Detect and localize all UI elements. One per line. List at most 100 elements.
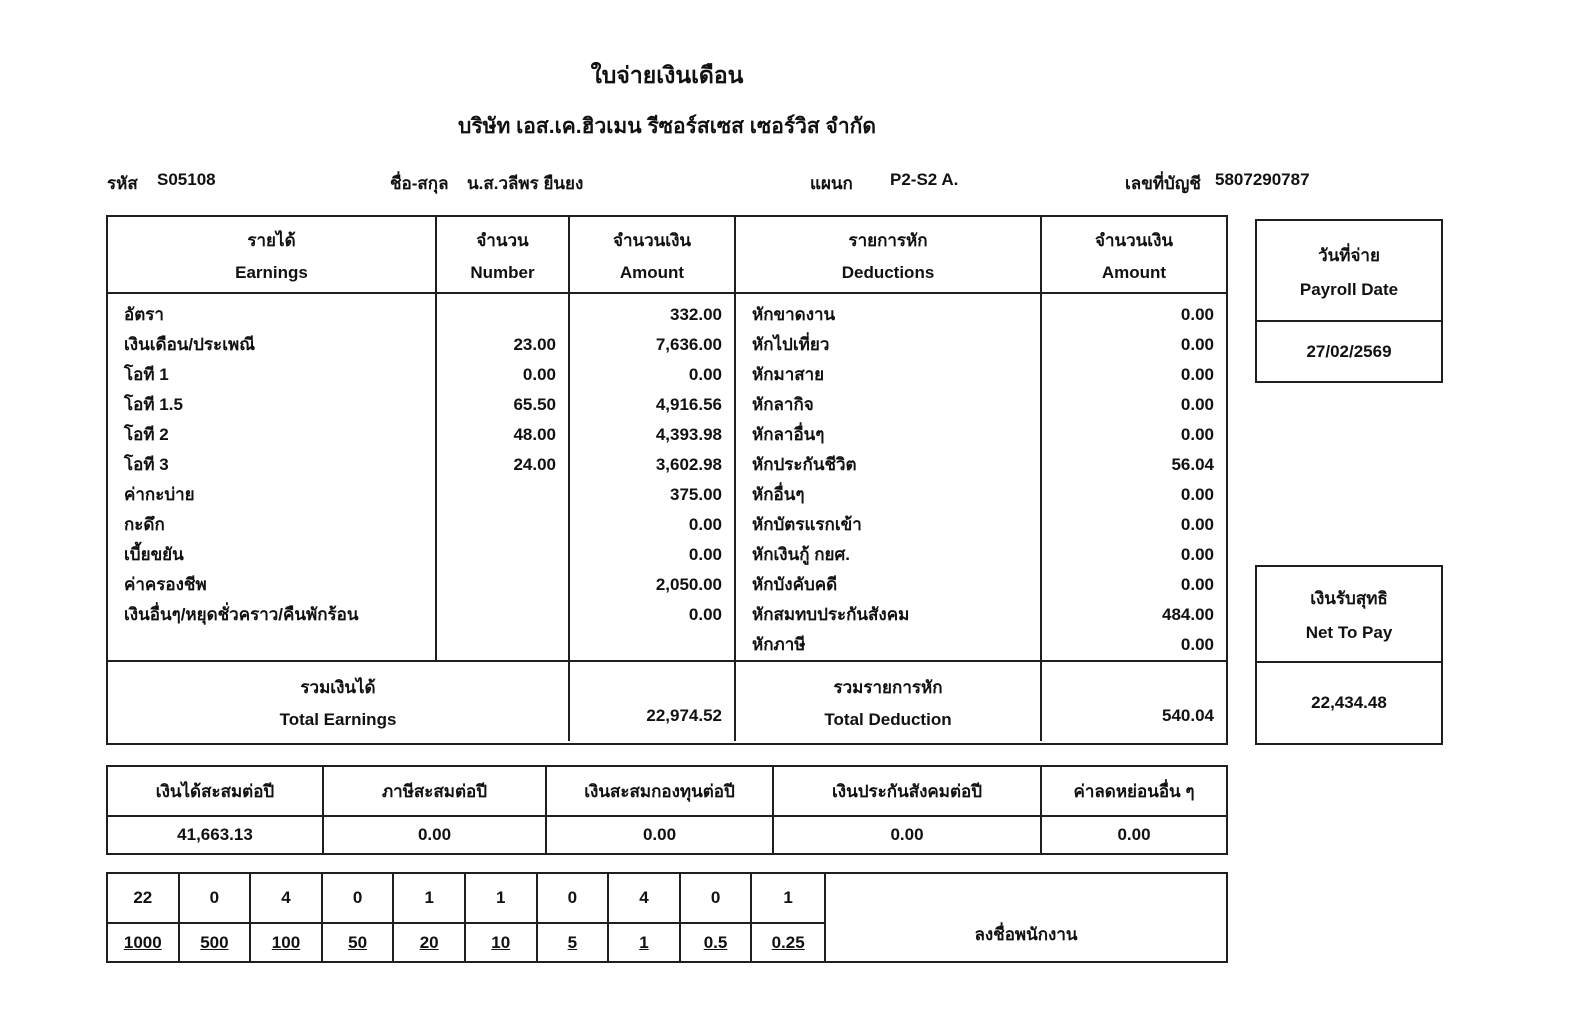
yearly-header: ค่าลดหย่อนอื่น ๆ [1042, 767, 1226, 817]
department-value: P2-S2 A. [890, 170, 959, 189]
earnings-label: ค่ากะบ่าย [124, 485, 195, 504]
payroll-date-label-th: วันที่จ่าย [1318, 245, 1380, 265]
denom-count: 0 [537, 874, 610, 924]
net-to-pay-label-th: เงินรับสุทธิ [1310, 589, 1388, 608]
earnings-number: 48.00 [513, 425, 556, 444]
deductions-header: รายการหัก Deductions [736, 217, 1042, 292]
earnings-label: โอที 1 [124, 365, 169, 384]
net-to-pay-value: 22,434.48 [1311, 693, 1387, 712]
earnings-number: 0.00 [522, 365, 556, 384]
earnings-number [437, 600, 568, 630]
denom-value: 5 [538, 924, 610, 961]
denom-value: 1000 [108, 924, 180, 961]
deduction-amount: 0.00 [1180, 335, 1214, 354]
denominations-table: 22 0 4 0 1 1 0 4 0 1 ลงชื่อพนักงาน 1000 … [106, 872, 1228, 963]
net-to-pay-box: เงินรับสุทธิ Net To Pay 22,434.48 [1255, 565, 1443, 745]
total-earnings-label-th: รวมเงินได้ [300, 677, 376, 697]
amount-header: จำนวนเงิน Amount [570, 217, 736, 292]
denom-value: 20 [394, 924, 466, 961]
employee-signature-label: ลงชื่อพนักงาน [823, 874, 1226, 961]
earnings-label: อัตรา [124, 305, 164, 324]
earnings-label: โอที 1.5 [124, 395, 183, 414]
employee-name-label: ชื่อ-สกุล [390, 174, 449, 193]
earnings-amount: 4,916.56 [655, 395, 722, 414]
earnings-amount: 0.00 [688, 545, 722, 564]
earnings-label: โอที 2 [124, 425, 169, 444]
deduction-amount: 0.00 [1180, 545, 1214, 564]
earnings-deductions-table: รายได้ Earnings จำนวน Number จำนวนเงิน A… [106, 215, 1228, 745]
amount-header-th: จำนวนเงิน [612, 230, 692, 250]
earnings-label: เบี้ยขยัน [124, 545, 184, 564]
number-header: จำนวน Number [437, 217, 570, 292]
employee-info-row: รหัส S05108 ชื่อ-สกุล น.ส.วลีพร ยืนยง แผ… [0, 170, 1590, 196]
earnings-number [437, 570, 568, 600]
deduction-amount-header-en: Amount [1101, 262, 1167, 282]
denom-value: 10 [466, 924, 538, 961]
earnings-number: 24.00 [513, 455, 556, 474]
payroll-date-header: วันที่จ่าย Payroll Date [1257, 221, 1441, 322]
deduction-label: หักมาสาย [752, 365, 825, 384]
total-earnings-label-cell: รวมเงินได้ Total Earnings [108, 662, 570, 741]
employee-code-label: รหัส [107, 174, 138, 193]
denom-value: 0.5 [681, 924, 753, 961]
payroll-date-box: วันที่จ่าย Payroll Date 27/02/2569 [1255, 219, 1443, 383]
denom-count: 4 [251, 874, 323, 924]
earnings-amount: 4,393.98 [655, 425, 722, 444]
earnings-label: ค่าครองชีพ [124, 575, 207, 594]
deductions-header-en: Deductions [841, 262, 935, 282]
deduction-amount: 0.00 [1180, 395, 1214, 414]
yearly-header: เงินสะสมกองทุนต่อปี [547, 767, 774, 817]
earnings-number [437, 540, 568, 570]
earnings-amount: 2,050.00 [655, 575, 722, 594]
deduction-amount: 0.00 [1180, 635, 1214, 654]
earnings-amount: 375.00 [670, 485, 722, 504]
deduction-amount: 0.00 [1180, 365, 1214, 384]
earnings-amount: 0.00 [688, 515, 722, 534]
earnings-number [437, 480, 568, 510]
deduction-label: หักประกันชีวิต [752, 455, 857, 474]
number-header-th: จำนวน [476, 230, 529, 250]
denom-count: 0 [322, 874, 395, 924]
earnings-amount: 332.00 [670, 305, 722, 324]
account-number-label: เลขที่บัญชี [1125, 174, 1201, 193]
earnings-number [437, 510, 568, 540]
denom-count: 4 [609, 874, 681, 924]
deduction-label: หักภาษี [752, 635, 806, 654]
deduction-amount: 0.00 [1180, 425, 1214, 444]
denom-count: 22 [108, 874, 180, 924]
total-earnings-amount: 22,974.52 [570, 662, 736, 741]
department-label: แผนก [810, 174, 853, 193]
deduction-label: หักอื่นๆ [752, 485, 805, 504]
earnings-header-en: Earnings [235, 262, 308, 282]
earnings-header-th: รายได้ [247, 230, 296, 250]
deductions-label-column: หักขาดงาน หักไปเที่ยว หักมาสาย หักลากิจ … [736, 294, 1042, 660]
deductions-header-th: รายการหัก [848, 230, 928, 250]
deduction-amount: 56.04 [1171, 455, 1214, 474]
deduction-amount: 0.00 [1180, 515, 1214, 534]
employee-name-value: น.ส.วลีพร ยืนยง [467, 174, 584, 193]
denom-count: 0 [179, 874, 252, 924]
total-deduction-label-cell: รวมรายการหัก Total Deduction [736, 662, 1042, 741]
deduction-label: หักลาอื่นๆ [752, 425, 825, 444]
earnings-number: 23.00 [513, 335, 556, 354]
page-title: ใบจ่ายเงินเดือน [590, 62, 744, 88]
employee-code-value: S05108 [157, 170, 216, 189]
net-to-pay-label-en: Net To Pay [1305, 623, 1393, 642]
earnings-label: เงินเดือน/ประเพณี [124, 335, 255, 354]
deduction-label: หักบังคับคดี [752, 575, 838, 594]
earnings-label: กะดึก [124, 515, 165, 534]
denom-count: 1 [394, 874, 466, 924]
denom-value: 1 [609, 924, 681, 961]
yearly-header: เงินประกันสังคมต่อปี [774, 767, 1042, 817]
denom-count: 1 [465, 874, 538, 924]
earnings-label: โอที 3 [124, 455, 169, 474]
earnings-number [437, 300, 568, 330]
number-header-en: Number [470, 262, 535, 282]
yearly-value: 0.00 [324, 817, 547, 853]
deduction-label: หักขาดงาน [752, 305, 836, 324]
deduction-amount: 0.00 [1180, 485, 1214, 504]
denom-value: 0.25 [771, 932, 805, 952]
deduction-label: หักเงินกู้ กยศ. [752, 545, 851, 564]
table-header-row: รายได้ Earnings จำนวน Number จำนวนเงิน A… [108, 217, 1226, 294]
